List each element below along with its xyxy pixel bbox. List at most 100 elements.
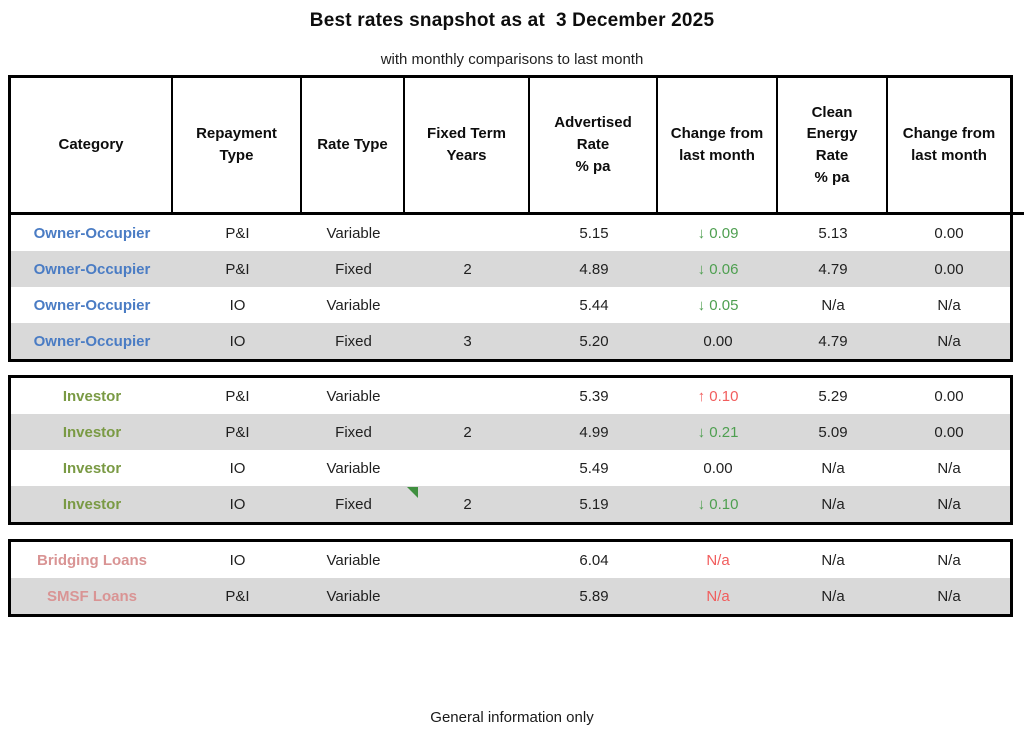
change-value: N/a — [706, 587, 730, 605]
change-value: N/a — [706, 551, 730, 569]
term-cell — [405, 578, 530, 614]
repayment-cell: IO — [229, 495, 246, 513]
table-row: Bridging Loans IO Variable 6.04 N/a N/a … — [11, 542, 1010, 578]
rate-type-cell: Variable — [326, 587, 381, 605]
advertised-rate-cell: 5.15 — [579, 224, 609, 242]
clean-energy-rate-cell: 4.79 — [818, 260, 848, 278]
table-row: Investor P&I Fixed 2 4.99 ↓ 0.21 5.09 0.… — [11, 414, 1010, 450]
clean-energy-change-cell: 0.00 — [934, 260, 964, 278]
table-row: Investor P&I Variable 5.39 ↑ 0.10 5.29 0… — [11, 378, 1010, 414]
footnote-line: General information only — [430, 709, 594, 726]
advertised-rate-cell: 5.44 — [579, 296, 609, 314]
repayment-cell: P&I — [225, 423, 250, 441]
column-header-advertised-rate: Advertised Rate % pa — [530, 78, 658, 212]
category-label: Investor — [62, 387, 122, 405]
clean-energy-rate-cell: 5.29 — [818, 387, 848, 405]
rate-type-cell: Variable — [326, 387, 381, 405]
cell-flag-indicator-icon — [407, 487, 418, 498]
clean-energy-rate-cell: 5.13 — [818, 224, 848, 242]
rate-type-cell: Fixed — [335, 332, 372, 350]
clean-energy-change-cell: N/a — [937, 587, 961, 605]
term-value: 2 — [463, 495, 472, 513]
rate-type-cell: Fixed — [335, 495, 372, 513]
category-cell: Investor — [11, 414, 173, 450]
repayment-cell: IO — [229, 332, 246, 350]
clean-energy-rate-cell: N/a — [821, 296, 845, 314]
rate-type-cell: Variable — [326, 296, 381, 314]
repayment-cell: IO — [229, 296, 246, 314]
clean-energy-rate-cell: N/a — [821, 551, 845, 569]
category-cell: Investor — [11, 378, 173, 414]
change-cell: ↑ 0.10 — [658, 378, 778, 414]
term-cell: 2 — [405, 486, 530, 522]
grid-line-fragment — [1013, 212, 1024, 215]
change-value: ↓ 0.21 — [697, 423, 739, 441]
table-row: Owner-Occupier P&I Fixed 2 4.89 ↓ 0.06 4… — [11, 251, 1010, 287]
change-cell: ↓ 0.06 — [658, 251, 778, 287]
category-label: Owner-Occupier — [33, 260, 151, 278]
clean-energy-rate-cell: 4.79 — [818, 332, 848, 350]
advertised-rate-cell: 4.89 — [579, 260, 609, 278]
term-cell — [405, 215, 530, 251]
change-cell: ↓ 0.05 — [658, 287, 778, 323]
clean-energy-change-cell: N/a — [937, 296, 961, 314]
clean-energy-change-cell: N/a — [937, 459, 961, 477]
owner-occupier-block: Owner-Occupier P&I Variable 5.15 ↓ 0.09 … — [8, 215, 1013, 362]
change-cell: ↓ 0.10 — [658, 486, 778, 522]
table-row: Owner-Occupier IO Fixed 3 5.20 0.00 4.79… — [11, 323, 1010, 359]
column-header-repayment-type: Repayment Type — [173, 78, 302, 212]
column-header-clean-energy-rate: Clean Energy Rate % pa — [778, 78, 888, 212]
category-cell: Owner-Occupier — [11, 323, 173, 359]
column-header-change-clean-energy: Change from last month — [902, 125, 996, 164]
clean-energy-change-cell: 0.00 — [934, 224, 964, 242]
category-label: Investor — [62, 459, 122, 477]
table-row: Owner-Occupier P&I Variable 5.15 ↓ 0.09 … — [11, 215, 1010, 251]
change-value: ↓ 0.10 — [697, 495, 739, 513]
advertised-rate-cell: 5.39 — [579, 387, 609, 405]
term-cell: 3 — [463, 332, 472, 350]
category-cell: Owner-Occupier — [11, 251, 173, 287]
column-header-change-advertised: Change from last month — [658, 78, 778, 212]
advertised-rate-cell: 4.99 — [579, 423, 609, 441]
table-row: Investor IO Fixed 2 5.19 ↓ 0.10 N/a N/a — [11, 486, 1010, 522]
category-label: Investor — [62, 423, 122, 441]
category-label: Owner-Occupier — [33, 332, 151, 350]
table-row: Owner-Occupier IO Variable 5.44 ↓ 0.05 N… — [11, 287, 1010, 323]
clean-energy-change-cell: N/a — [937, 495, 961, 513]
rates-table: Category Repayment Type Rate Type Fixed … — [8, 75, 1013, 617]
rate-type-cell: Fixed — [335, 260, 372, 278]
page-subtitle: with monthly comparisons to last month — [380, 51, 644, 68]
rate-type-cell: Variable — [326, 459, 381, 477]
clean-energy-rate-cell: N/a — [821, 587, 845, 605]
table-header-row: Category Repayment Type Rate Type Fixed … — [8, 75, 1013, 215]
page-title: Best rates snapshot as at 3 December 202… — [309, 10, 715, 31]
category-cell: Investor — [11, 450, 173, 486]
change-cell: ↓ 0.09 — [658, 215, 778, 251]
category-cell: Bridging Loans — [11, 542, 173, 578]
category-cell: SMSF Loans — [11, 578, 173, 614]
column-header-fixed-term-years: Fixed Term Years — [405, 78, 530, 212]
change-value: ↓ 0.05 — [697, 296, 739, 314]
repayment-cell: P&I — [225, 587, 250, 605]
change-cell: 0.00 — [658, 323, 778, 359]
category-cell: Owner-Occupier — [11, 215, 173, 251]
category-label: Investor — [62, 495, 122, 513]
footnote: General information only Advertised rate… — [0, 650, 1024, 737]
column-header-category: Category — [11, 78, 173, 212]
clean-energy-change-cell: 0.00 — [934, 423, 964, 441]
category-label: Bridging Loans — [37, 551, 147, 569]
table-row: SMSF Loans P&I Variable 5.89 N/a N/a N/a — [11, 578, 1010, 614]
change-value: 0.00 — [703, 332, 733, 350]
clean-energy-rate-cell: 5.09 — [818, 423, 848, 441]
repayment-cell: IO — [229, 459, 246, 477]
column-header-rate-type: Rate Type — [302, 78, 405, 212]
repayment-cell: P&I — [225, 224, 250, 242]
clean-energy-change-cell: N/a — [937, 551, 961, 569]
term-cell — [405, 287, 530, 323]
category-label: Owner-Occupier — [33, 296, 151, 314]
term-cell — [405, 450, 530, 486]
advertised-rate-cell: 5.89 — [579, 587, 609, 605]
change-value: ↓ 0.09 — [697, 224, 739, 242]
clean-energy-change-cell: N/a — [937, 332, 961, 350]
